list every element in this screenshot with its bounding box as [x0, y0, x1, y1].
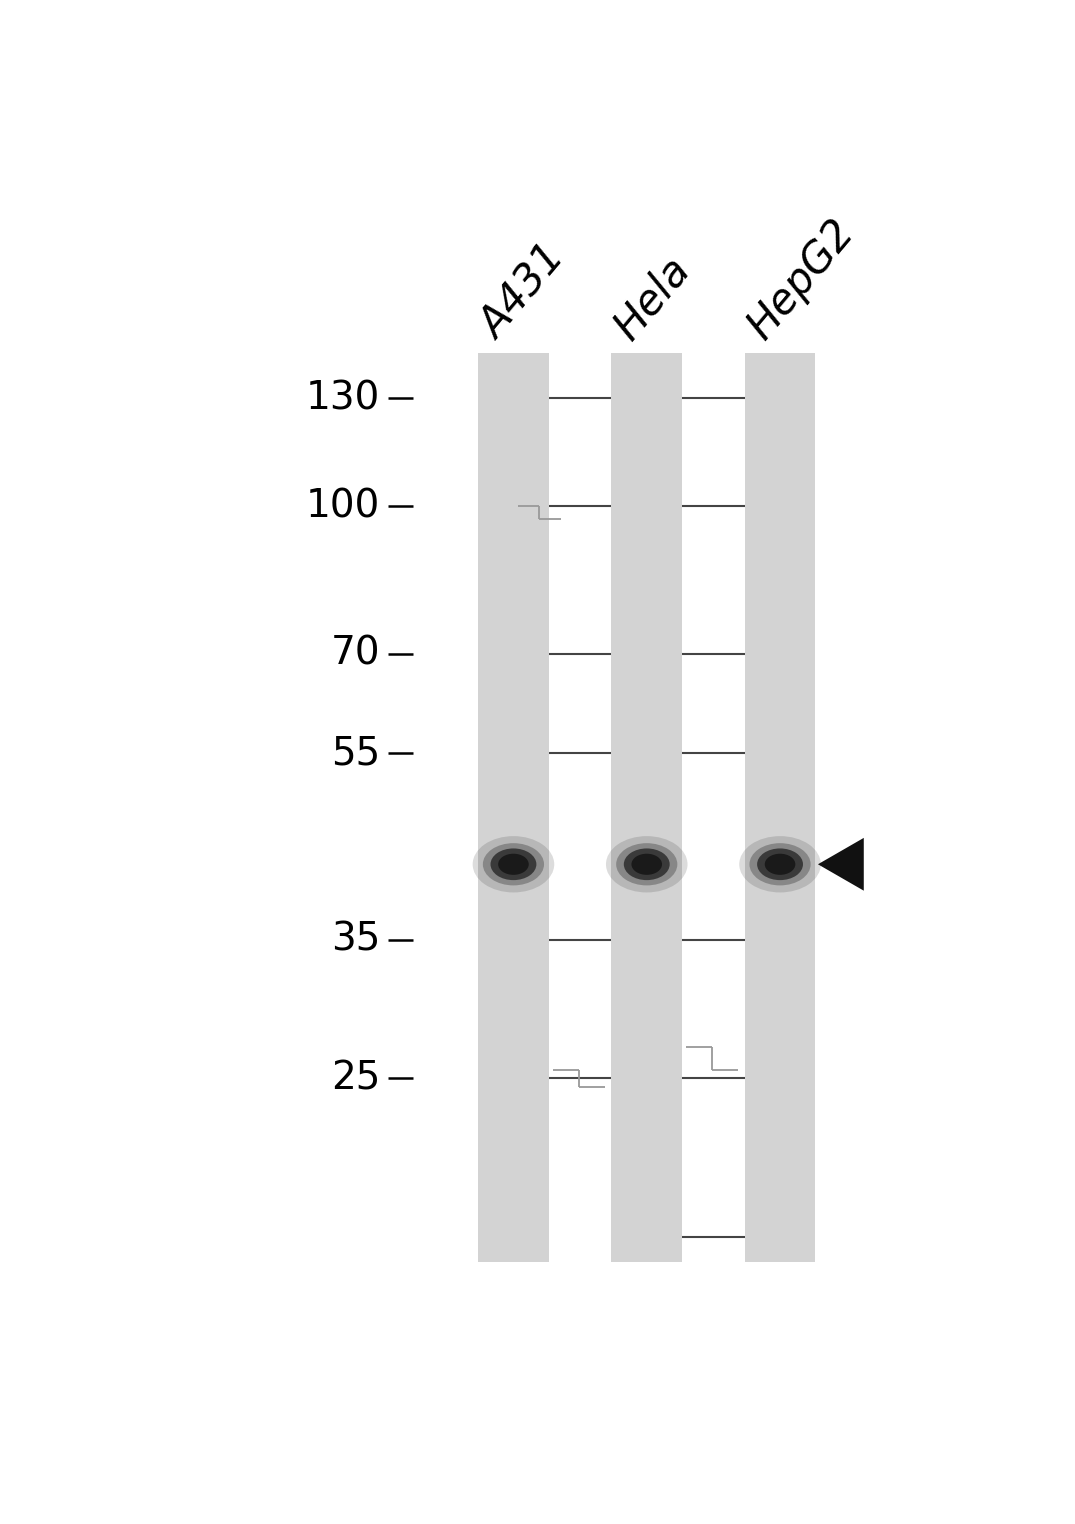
Polygon shape — [818, 838, 864, 890]
Text: 35: 35 — [331, 920, 381, 959]
Ellipse shape — [498, 853, 529, 875]
Ellipse shape — [764, 853, 796, 875]
Ellipse shape — [483, 843, 544, 885]
Bar — [612, 354, 683, 1262]
Ellipse shape — [624, 849, 670, 881]
Text: 25: 25 — [331, 1059, 381, 1097]
Bar — [478, 354, 549, 1262]
Ellipse shape — [757, 849, 803, 881]
Bar — [745, 354, 816, 1262]
Text: 55: 55 — [331, 735, 381, 773]
Ellipse shape — [740, 837, 821, 893]
Ellipse shape — [631, 853, 662, 875]
Text: 70: 70 — [330, 634, 381, 672]
Ellipse shape — [606, 837, 688, 893]
Ellipse shape — [616, 843, 677, 885]
Ellipse shape — [490, 849, 536, 881]
Text: 130: 130 — [305, 379, 381, 418]
Ellipse shape — [473, 837, 555, 893]
Text: 100: 100 — [305, 488, 381, 526]
Text: A431: A431 — [473, 238, 574, 347]
Text: HepG2: HepG2 — [740, 212, 863, 347]
Ellipse shape — [749, 843, 811, 885]
Text: Hela: Hela — [606, 248, 699, 347]
